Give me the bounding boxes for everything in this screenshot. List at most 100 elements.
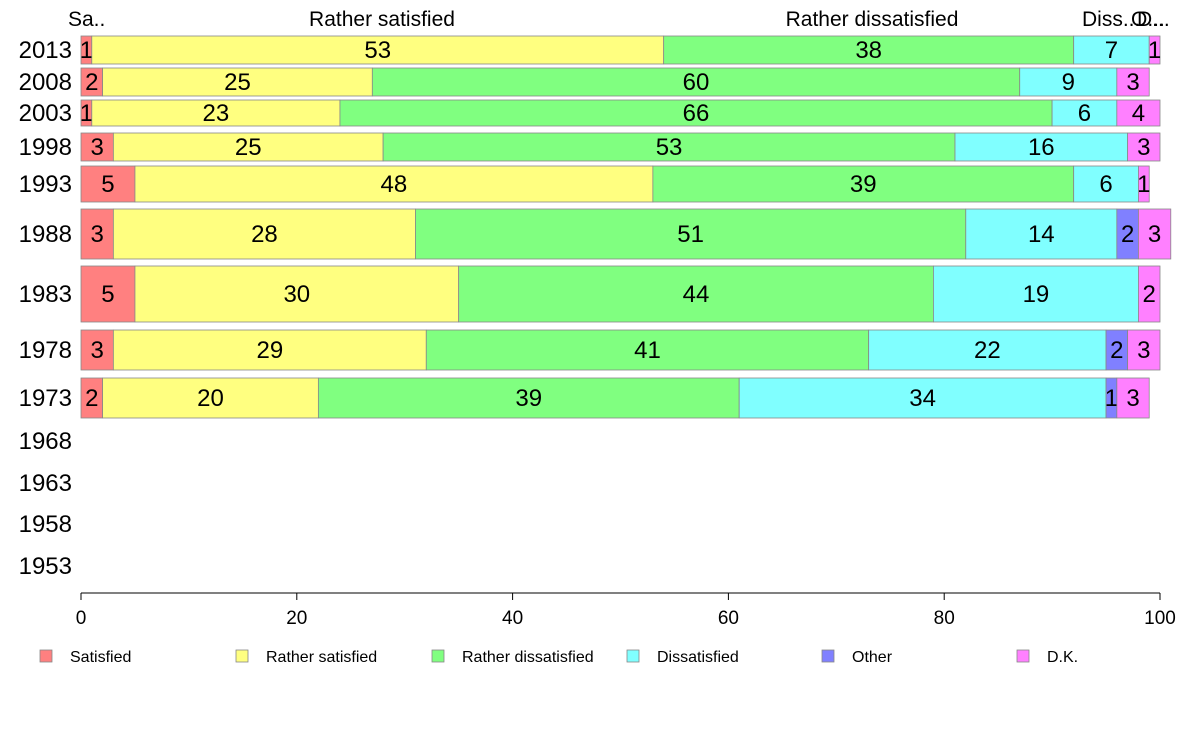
data-label: 19 <box>1023 281 1050 308</box>
x-tick-label: 20 <box>286 608 307 629</box>
y-tick-label: 1973 <box>19 385 72 412</box>
x-tick-label: 0 <box>76 608 87 629</box>
top-series-label: D... <box>1137 8 1170 31</box>
bar-segment <box>663 35 1075 65</box>
y-tick-label: 2008 <box>19 69 72 96</box>
bar-segment <box>317 377 740 419</box>
bar-segment <box>1051 99 1118 127</box>
y-tick-label: 1958 <box>19 511 72 538</box>
bar-segment <box>1116 99 1161 127</box>
bar-segment <box>652 165 1075 203</box>
data-label: 25 <box>235 134 262 161</box>
legend-swatch <box>235 649 249 663</box>
top-series-label: Rather dissatisfied <box>786 8 959 31</box>
top-series-label: Rather satisfied <box>309 8 455 31</box>
bar-segment <box>91 99 341 127</box>
data-label: 16 <box>1028 134 1055 161</box>
data-label: 22 <box>974 337 1001 364</box>
data-label: 66 <box>683 100 710 127</box>
data-label: 1 <box>1137 171 1150 198</box>
bar-segment <box>91 35 665 65</box>
y-tick-label: 1983 <box>19 281 72 308</box>
data-label: 3 <box>91 221 104 248</box>
y-tick-label: 1963 <box>19 470 72 497</box>
bar-segment <box>134 265 460 323</box>
bar-segment <box>425 329 870 371</box>
data-label: 9 <box>1062 69 1075 96</box>
legend-swatch <box>626 649 640 663</box>
bar-segment <box>1073 35 1150 65</box>
bar-segment <box>965 208 1118 260</box>
data-label: 38 <box>855 37 882 64</box>
legend: Satisfied Rather satisfied Rather dissatis… <box>39 649 1078 666</box>
data-label: 39 <box>515 385 542 412</box>
bar-segment <box>1138 208 1172 260</box>
data-label: 2 <box>1110 337 1123 364</box>
top-series-label: Sa.. <box>68 8 105 31</box>
y-tick-label: 1988 <box>19 221 72 248</box>
data-label: 30 <box>283 281 310 308</box>
bar-segment <box>102 67 373 97</box>
x-tick-label: 80 <box>934 608 955 629</box>
x-axis: 0 20 40 60 80 100 <box>76 592 1176 629</box>
bars-layer: 1 53 38 7 12 25 60 9 31 23 66 6 43 25 53 16 35 48 39 6 13 28 5… <box>80 35 1172 419</box>
data-label: 6 <box>1099 171 1112 198</box>
legend-label: Other <box>852 649 893 666</box>
data-label: 5 <box>101 281 114 308</box>
data-label: 1 <box>1105 385 1118 412</box>
data-label: 39 <box>850 171 877 198</box>
bar-segment <box>1127 329 1161 371</box>
data-label: 2 <box>1121 221 1134 248</box>
data-label: 1 <box>1148 37 1161 64</box>
y-tick-label: 1968 <box>19 428 72 455</box>
y-tick-label: 1993 <box>19 171 72 198</box>
bar-segment <box>112 329 427 371</box>
data-label: 1 <box>80 37 93 64</box>
data-label: 53 <box>364 37 391 64</box>
bar-segment <box>1138 265 1161 323</box>
data-label: 3 <box>91 337 104 364</box>
y-tick-label: 1953 <box>19 553 72 580</box>
bar-segment <box>1148 35 1161 65</box>
y-tick-label: 2013 <box>19 37 72 64</box>
data-label: 1 <box>80 100 93 127</box>
data-label: 23 <box>203 100 230 127</box>
data-label: 14 <box>1028 221 1055 248</box>
bar-segment <box>868 329 1107 371</box>
data-label: 3 <box>1137 337 1150 364</box>
y-tick-label: 2003 <box>19 100 72 127</box>
bar-segment <box>382 132 956 162</box>
data-label: 48 <box>381 171 408 198</box>
data-label: 60 <box>683 69 710 96</box>
data-label: 34 <box>909 385 936 412</box>
data-label: 3 <box>1126 385 1139 412</box>
data-label: 2 <box>85 385 98 412</box>
bar-segment <box>102 377 319 419</box>
data-label: 2 <box>1143 281 1156 308</box>
legend-swatch <box>1016 649 1030 663</box>
bar-segment <box>1138 165 1150 203</box>
bar-segment <box>1127 132 1161 162</box>
x-tick-label: 60 <box>718 608 739 629</box>
bar-segment <box>80 132 114 162</box>
legend-swatch <box>431 649 445 663</box>
data-label: 29 <box>256 337 283 364</box>
data-label: 3 <box>1126 69 1139 96</box>
bar-segment <box>738 377 1107 419</box>
legend-label: Rather satisfied <box>266 649 377 666</box>
x-tick-label: 100 <box>1144 608 1176 629</box>
data-label: 51 <box>677 221 704 248</box>
data-label: 20 <box>197 385 224 412</box>
data-label: 5 <box>101 171 114 198</box>
data-label: 3 <box>91 134 104 161</box>
bar-segment <box>80 329 114 371</box>
y-tick-label: 1978 <box>19 337 72 364</box>
data-label: 7 <box>1105 37 1118 64</box>
data-label: 3 <box>1148 221 1161 248</box>
data-label: 2 <box>85 69 98 96</box>
legend-swatch <box>39 649 53 663</box>
data-label: 53 <box>656 134 683 161</box>
y-tick-label: 1998 <box>19 134 72 161</box>
legend-swatch <box>821 649 835 663</box>
